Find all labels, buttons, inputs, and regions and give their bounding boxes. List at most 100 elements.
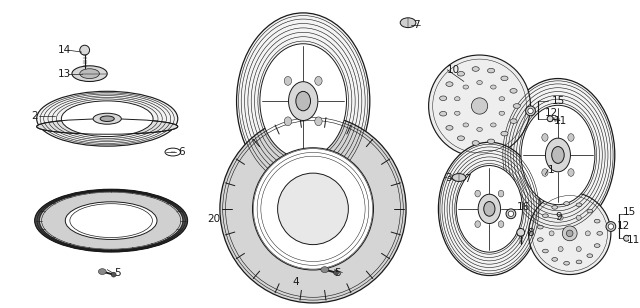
Ellipse shape xyxy=(61,101,153,136)
Text: 7: 7 xyxy=(464,174,470,184)
Ellipse shape xyxy=(36,119,178,134)
Circle shape xyxy=(623,235,630,241)
Text: 7: 7 xyxy=(413,20,420,30)
Ellipse shape xyxy=(478,194,500,224)
Text: 11: 11 xyxy=(627,235,640,245)
Ellipse shape xyxy=(463,85,468,89)
Ellipse shape xyxy=(545,138,570,172)
Ellipse shape xyxy=(35,189,188,252)
Ellipse shape xyxy=(289,82,318,120)
Text: 6: 6 xyxy=(178,147,184,157)
Ellipse shape xyxy=(284,117,292,126)
Ellipse shape xyxy=(463,123,468,127)
Circle shape xyxy=(333,270,339,275)
Ellipse shape xyxy=(472,67,479,71)
Circle shape xyxy=(586,231,590,236)
Text: 12: 12 xyxy=(545,108,559,118)
Ellipse shape xyxy=(458,136,465,140)
Circle shape xyxy=(566,230,573,237)
Ellipse shape xyxy=(237,13,370,189)
Ellipse shape xyxy=(252,148,374,270)
Ellipse shape xyxy=(538,238,543,241)
Circle shape xyxy=(558,247,563,252)
Ellipse shape xyxy=(446,126,453,130)
Circle shape xyxy=(549,231,554,236)
Ellipse shape xyxy=(595,219,600,223)
Ellipse shape xyxy=(576,203,582,207)
Ellipse shape xyxy=(501,131,508,136)
Text: 11: 11 xyxy=(554,116,567,126)
Ellipse shape xyxy=(552,257,557,261)
Ellipse shape xyxy=(501,79,615,231)
Ellipse shape xyxy=(576,260,582,264)
Circle shape xyxy=(529,192,611,274)
Ellipse shape xyxy=(456,166,522,252)
Circle shape xyxy=(516,229,525,236)
Text: 15: 15 xyxy=(623,207,636,217)
Ellipse shape xyxy=(65,202,157,239)
Ellipse shape xyxy=(472,141,479,145)
Ellipse shape xyxy=(220,115,406,303)
Ellipse shape xyxy=(440,111,447,116)
Ellipse shape xyxy=(452,174,466,181)
Circle shape xyxy=(606,222,616,231)
Ellipse shape xyxy=(440,96,447,100)
Circle shape xyxy=(558,215,563,220)
Ellipse shape xyxy=(499,97,505,101)
Ellipse shape xyxy=(260,44,346,158)
Ellipse shape xyxy=(454,97,460,101)
Ellipse shape xyxy=(498,221,504,228)
Ellipse shape xyxy=(568,169,574,176)
Ellipse shape xyxy=(564,261,570,265)
Circle shape xyxy=(429,55,531,157)
Ellipse shape xyxy=(36,91,178,146)
Text: 15: 15 xyxy=(552,96,565,106)
Ellipse shape xyxy=(587,209,593,213)
Ellipse shape xyxy=(99,269,106,274)
Text: 13: 13 xyxy=(58,69,72,79)
Circle shape xyxy=(80,45,90,55)
Ellipse shape xyxy=(72,66,108,82)
Ellipse shape xyxy=(542,169,548,176)
Ellipse shape xyxy=(100,116,115,121)
Ellipse shape xyxy=(510,119,517,124)
Ellipse shape xyxy=(488,68,495,73)
Circle shape xyxy=(528,108,533,114)
Ellipse shape xyxy=(475,190,481,197)
Text: 5: 5 xyxy=(114,268,121,278)
Ellipse shape xyxy=(458,71,465,76)
Ellipse shape xyxy=(438,142,540,275)
Text: 4: 4 xyxy=(292,278,299,287)
Ellipse shape xyxy=(587,254,593,257)
Ellipse shape xyxy=(477,128,483,132)
Ellipse shape xyxy=(552,205,557,209)
Ellipse shape xyxy=(315,76,322,85)
Ellipse shape xyxy=(564,202,570,205)
Text: 20: 20 xyxy=(207,214,220,224)
Ellipse shape xyxy=(498,190,504,197)
Ellipse shape xyxy=(510,89,517,93)
Text: 12: 12 xyxy=(617,221,630,230)
Ellipse shape xyxy=(513,104,520,108)
Ellipse shape xyxy=(552,147,564,163)
Ellipse shape xyxy=(315,117,322,126)
Ellipse shape xyxy=(538,225,543,229)
Text: 14: 14 xyxy=(58,45,72,55)
Ellipse shape xyxy=(93,113,122,124)
Circle shape xyxy=(547,116,553,122)
Ellipse shape xyxy=(542,134,548,141)
Circle shape xyxy=(472,98,488,114)
Ellipse shape xyxy=(454,111,460,115)
Ellipse shape xyxy=(284,76,292,85)
Ellipse shape xyxy=(490,85,496,89)
Ellipse shape xyxy=(543,249,548,253)
Text: 1: 1 xyxy=(548,165,555,175)
Ellipse shape xyxy=(543,214,548,217)
Text: 3: 3 xyxy=(445,172,452,183)
Ellipse shape xyxy=(490,123,496,127)
Ellipse shape xyxy=(597,232,603,235)
Ellipse shape xyxy=(488,139,495,144)
Circle shape xyxy=(563,226,577,241)
Circle shape xyxy=(576,215,581,220)
Ellipse shape xyxy=(501,76,508,81)
